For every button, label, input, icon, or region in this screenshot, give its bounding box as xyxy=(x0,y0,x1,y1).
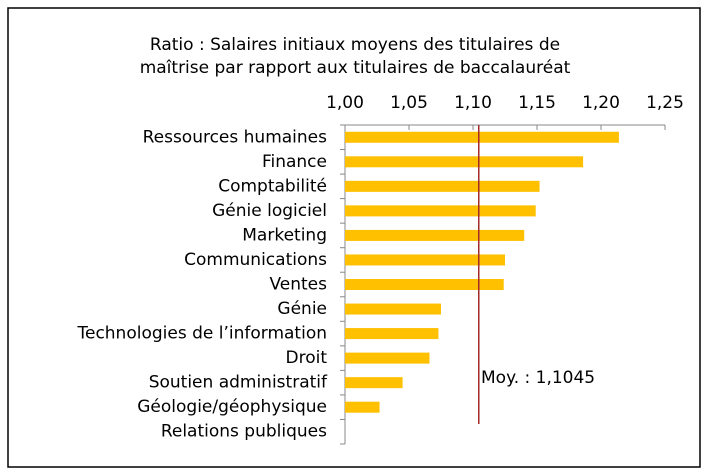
bar xyxy=(345,401,380,413)
y-tick-label: Technologies de l’information xyxy=(76,324,327,344)
y-tick-label: Marketing xyxy=(242,225,327,245)
bar xyxy=(345,352,430,364)
y-tick-label: Droit xyxy=(286,348,328,368)
x-tick-label: 1,20 xyxy=(582,93,620,113)
chart-title: Ratio : Salaires initiaux moyens des tit… xyxy=(150,35,560,55)
bar xyxy=(345,180,540,192)
y-tick-label: Génie xyxy=(277,299,327,319)
x-tick-label: 1,05 xyxy=(390,93,428,113)
bar xyxy=(345,205,536,217)
bar xyxy=(345,156,584,168)
bar xyxy=(345,279,504,290)
y-tick-label: Relations publiques xyxy=(161,422,327,442)
y-tick-label: Finance xyxy=(262,152,327,172)
x-tick-label: 1,15 xyxy=(518,93,556,113)
x-tick-label: 1,25 xyxy=(646,93,684,113)
chart-title: maîtrise par rapport aux titulaires de b… xyxy=(140,58,571,78)
y-tick-label: Génie logiciel xyxy=(212,201,327,221)
y-tick-label: Comptabilité xyxy=(218,176,327,196)
y-tick-label: Ressources humaines xyxy=(143,127,328,147)
bar xyxy=(345,303,441,315)
y-tick-label: Communications xyxy=(184,250,327,270)
bar xyxy=(345,328,439,340)
y-tick-label: Géologie/géophysique xyxy=(137,397,327,417)
bar xyxy=(345,131,619,143)
bar xyxy=(345,377,403,389)
x-tick-label: 1,00 xyxy=(326,93,364,113)
bar xyxy=(345,229,525,241)
reference-label: Moy. : 1,1045 xyxy=(481,368,595,388)
bar xyxy=(345,254,505,266)
y-tick-label: Soutien administratif xyxy=(149,373,328,393)
x-tick-label: 1,10 xyxy=(454,93,492,113)
y-tick-label: Ventes xyxy=(269,275,327,295)
